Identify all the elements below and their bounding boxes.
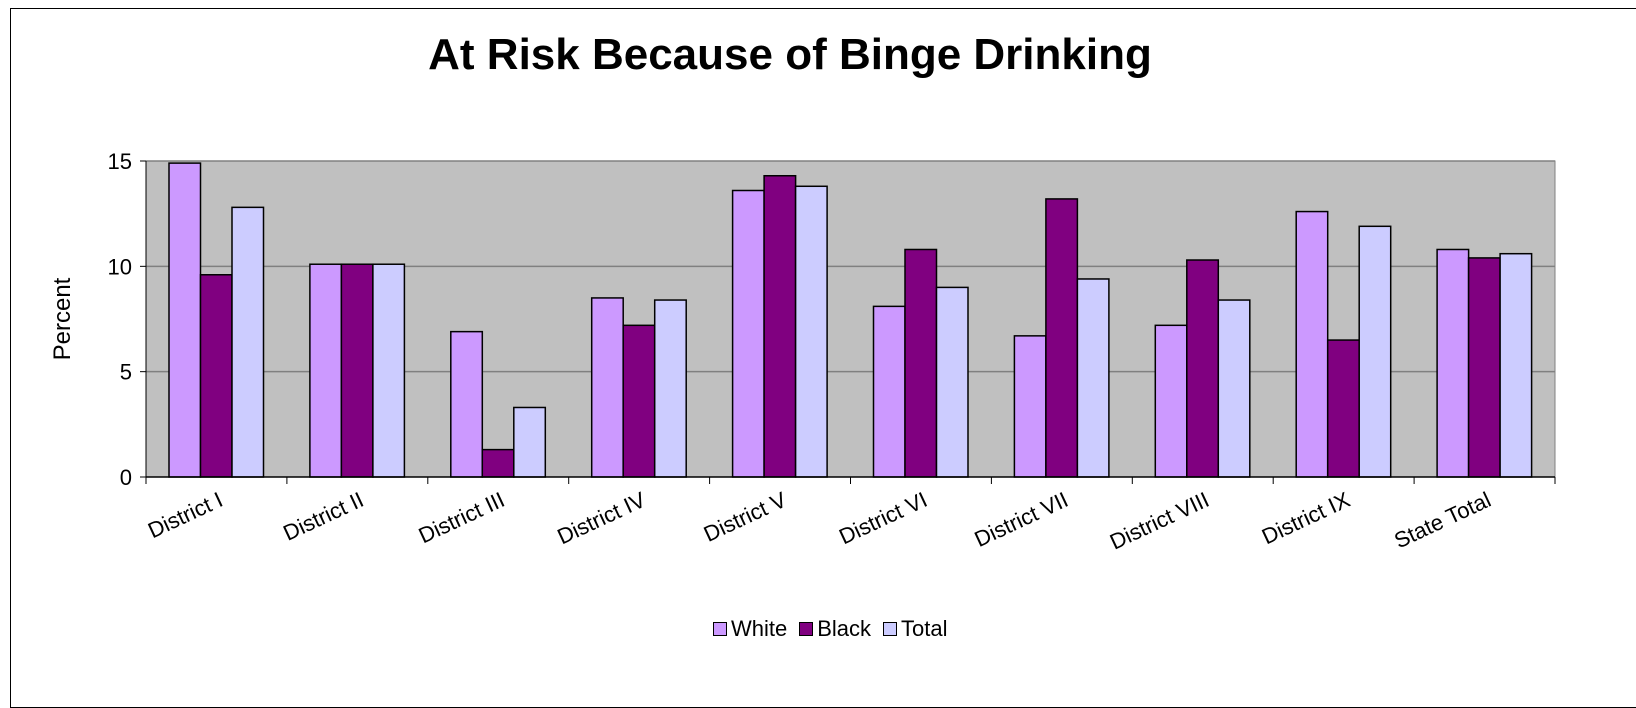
bar-white — [1013, 335, 1047, 478]
chart-title: At Risk Because of Binge Drinking — [428, 30, 1152, 79]
bar-black — [904, 248, 938, 478]
bar-white — [1436, 248, 1470, 478]
bar-white — [309, 263, 343, 478]
legend-swatch — [883, 622, 898, 636]
legend-label: Total — [901, 616, 948, 641]
bar-total — [1076, 278, 1110, 478]
legend-swatch — [799, 622, 814, 636]
bar-total — [1358, 225, 1392, 478]
y-tick-label: 5 — [120, 360, 132, 385]
x-tick-label: State Total — [1390, 487, 1494, 553]
legend: White Black Total — [713, 615, 960, 643]
axes — [140, 160, 1556, 484]
bar-total — [1499, 252, 1533, 478]
bar-white — [731, 189, 765, 478]
bar-white — [872, 305, 906, 478]
bar-total — [372, 263, 406, 478]
x-tick-labels: District I District II District III Distric… — [144, 487, 1495, 555]
bar-black — [340, 263, 374, 478]
bar-total — [935, 286, 969, 478]
legend-swatch — [713, 622, 727, 636]
bar-black — [622, 324, 656, 478]
x-tick-label: District IV — [553, 487, 649, 550]
y-tick-label: 15 — [108, 149, 132, 174]
bar-black — [1045, 198, 1079, 478]
x-tick-label: District II — [279, 487, 367, 546]
bar-total — [513, 406, 547, 478]
chart-canvas: 0 5 10 15 District I District II District III… — [49, 149, 1556, 555]
y-tick-label: 0 — [120, 465, 132, 490]
bar-total — [653, 299, 687, 478]
bars — [168, 162, 1533, 478]
y-axis-label: Percent — [49, 277, 76, 360]
x-tick-label: District V — [700, 487, 791, 547]
legend-label: White — [731, 616, 788, 641]
legend-item-white: White — [713, 616, 787, 642]
bar-black — [481, 448, 515, 478]
bar-black — [1186, 259, 1220, 478]
bar-white — [1295, 210, 1329, 478]
x-tick-label: District VII — [971, 487, 1072, 552]
legend-label: Black — [817, 616, 872, 641]
bar-black — [763, 174, 797, 478]
legend-item-black: Black — [799, 616, 871, 642]
bar-total — [794, 185, 828, 478]
legend-item-total: Total — [883, 616, 948, 642]
x-tick-label: District I — [144, 487, 227, 543]
x-tick-label: District VI — [835, 487, 931, 549]
bar-total — [231, 206, 265, 478]
bar-white — [590, 297, 624, 478]
x-tick-label: District IX — [1258, 487, 1354, 550]
bar-black — [1326, 339, 1360, 478]
bar-black — [1467, 257, 1501, 478]
x-tick-label: District III — [415, 487, 509, 548]
x-tick-label: District VIII — [1106, 487, 1213, 555]
bar-white — [450, 330, 484, 478]
y-tick-labels: 0 5 10 15 — [108, 149, 132, 490]
bar-total — [1217, 299, 1251, 478]
bar-black — [199, 274, 233, 478]
bar-white — [168, 162, 202, 478]
y-tick-label: 10 — [108, 254, 132, 279]
bar-white — [1154, 324, 1188, 478]
